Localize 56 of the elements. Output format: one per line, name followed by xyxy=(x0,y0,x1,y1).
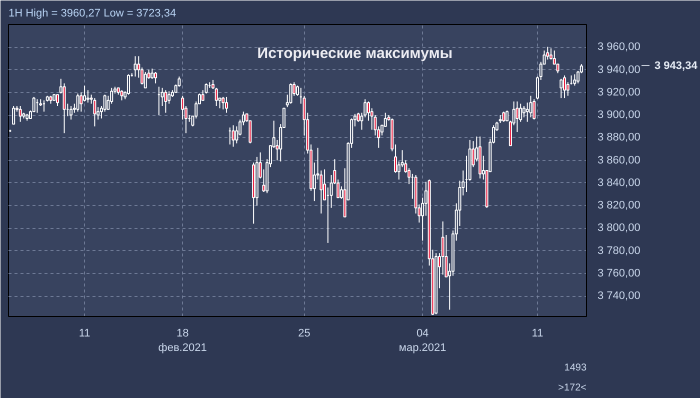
candlestick xyxy=(134,56,137,78)
y-tick-label: 3 740,00 xyxy=(598,290,640,302)
annotation: Исторические максимумы xyxy=(257,45,453,62)
candlestick xyxy=(560,78,563,99)
candlestick xyxy=(93,98,96,127)
candlestick xyxy=(164,90,168,114)
candlestick xyxy=(12,105,16,125)
candlestick xyxy=(168,90,171,104)
candlestick xyxy=(502,111,506,122)
candlestick xyxy=(144,72,147,88)
y-tick-label: 3 860,00 xyxy=(598,154,640,166)
candlestick xyxy=(154,72,158,84)
candlestick xyxy=(70,105,73,120)
candlestick xyxy=(289,82,292,104)
text: >172< xyxy=(558,382,587,394)
chart-title: 1H High = 3960,27 Low = 3723,34 xyxy=(8,8,176,20)
y-tick-label: 3 940,00 xyxy=(598,64,640,76)
candlestick xyxy=(120,90,124,101)
candlestick xyxy=(549,48,553,60)
y-tick-label: 3 880,00 xyxy=(598,132,640,144)
candlestick xyxy=(204,82,208,94)
x-tick-label: 04 мар.2021 xyxy=(398,328,446,354)
candlestick xyxy=(546,46,550,60)
candlestick xyxy=(150,68,154,80)
text: 3 943,34 xyxy=(654,60,698,72)
candlestick xyxy=(573,74,576,86)
candlestick xyxy=(506,110,509,122)
x-tick-label: 18 фев.2021 xyxy=(158,328,207,354)
text: 1493 xyxy=(564,362,587,374)
candlestick xyxy=(232,124,235,148)
candlestick xyxy=(516,100,519,133)
candlestick xyxy=(563,74,566,99)
x-tick-label: 11 xyxy=(532,328,544,340)
y-tick-label: 3 900,00 xyxy=(598,109,640,122)
candlestick xyxy=(222,96,225,110)
candlestick xyxy=(529,95,532,118)
y-tick-label: 3 960,00 xyxy=(598,41,640,54)
candlestick xyxy=(83,85,86,102)
y-tick-label: 3 820,00 xyxy=(598,200,640,212)
y-tick-label: 3 920,00 xyxy=(598,86,640,98)
candlestick xyxy=(86,90,90,104)
y-tick-label: 3 780,00 xyxy=(598,244,640,257)
candlestick xyxy=(18,105,22,122)
candlestick xyxy=(76,93,80,112)
candlestick xyxy=(225,96,228,114)
candlestick xyxy=(522,105,526,118)
candlestick xyxy=(62,82,66,134)
y-tick-label: 3 760,00 xyxy=(598,267,640,280)
x-tick-label: 25 xyxy=(298,328,310,340)
candlestick xyxy=(526,102,529,122)
candlestick xyxy=(532,98,536,120)
candlestick xyxy=(56,94,60,106)
y-tick-label: 3 840,00 xyxy=(598,176,640,189)
candlestick xyxy=(126,74,130,96)
x-tick-label: 11 xyxy=(78,328,90,340)
y-tick-label: 3 800,00 xyxy=(598,222,640,234)
